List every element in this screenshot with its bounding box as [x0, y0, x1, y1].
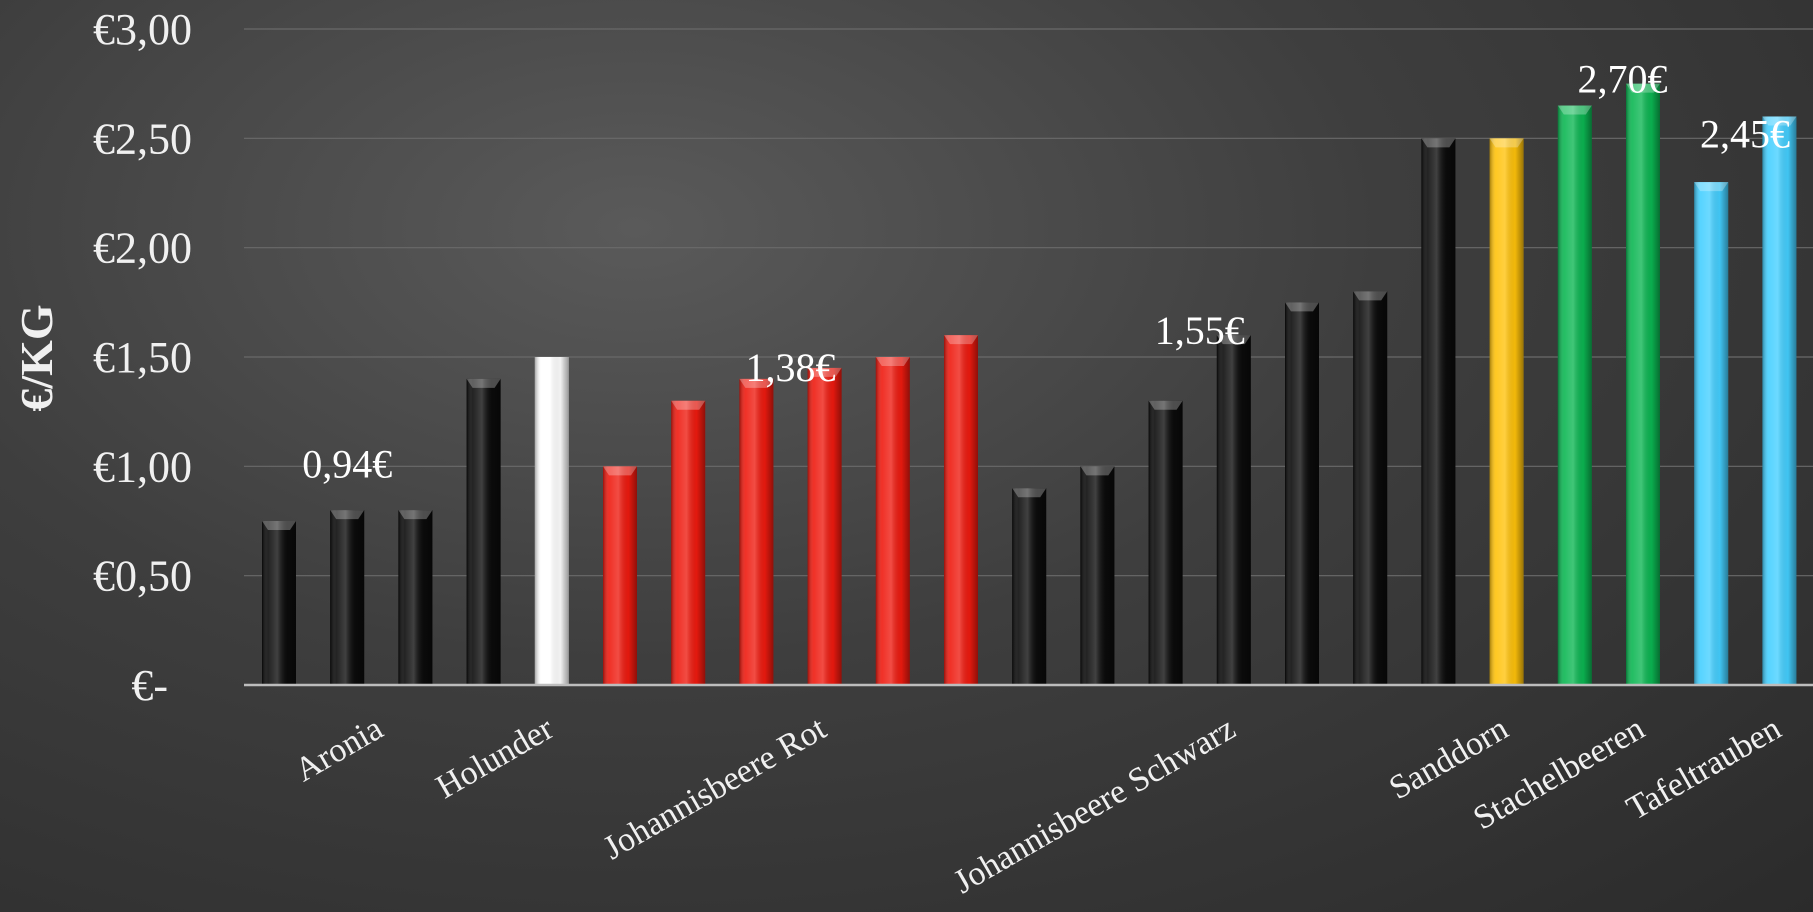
bar	[1353, 291, 1388, 685]
value-annotation: 2,45€	[1700, 111, 1790, 156]
bar-shine	[1148, 400, 1183, 685]
bar-cap	[739, 378, 774, 388]
bar-cap	[1762, 116, 1797, 126]
value-annotation: 2,70€	[1578, 57, 1668, 102]
bar-cap	[1694, 182, 1729, 192]
bar-cap	[262, 521, 296, 530]
x-category-label: Johannisbeere Rot	[597, 710, 833, 867]
bar-shine	[875, 357, 910, 685]
bar-cap	[1148, 400, 1183, 410]
bar-cap	[1285, 302, 1319, 312]
bar-cap	[807, 367, 842, 377]
bar	[1762, 116, 1797, 685]
value-annotation: 1,55€	[1155, 308, 1245, 353]
bar-shine	[1012, 488, 1047, 685]
gridlines	[244, 28, 1813, 577]
bars	[262, 83, 1797, 686]
y-tick-label: €-	[131, 661, 168, 710]
bar	[1626, 83, 1660, 685]
bar	[534, 357, 569, 685]
bar-shine	[262, 521, 296, 685]
bar-cap	[330, 510, 365, 520]
bar-cap	[1557, 105, 1592, 115]
bar-cap	[466, 378, 501, 388]
y-tick-label: €0,50	[93, 552, 192, 601]
y-tick-label: €3,00	[93, 5, 192, 54]
bar-cap	[1626, 83, 1660, 93]
bar	[1557, 105, 1592, 686]
bar	[466, 378, 501, 685]
bar-shine	[1762, 116, 1797, 685]
bar-shine	[1626, 83, 1660, 685]
bar	[671, 400, 706, 685]
bar-shine	[330, 510, 365, 685]
y-tick-label: €1,00	[93, 442, 192, 491]
y-tick-label: €2,50	[93, 114, 192, 163]
y-axis-ticks: €- €0,50 €1,00 €1,50 €2,00 €2,50 €3,00	[93, 5, 192, 710]
bar-shine	[1080, 466, 1115, 685]
bar-shine	[466, 378, 501, 685]
annotations: 0,94€ 1,38€ 1,55€ 2,70€ 2,45€	[302, 57, 1790, 487]
bar	[330, 510, 365, 685]
x-category-label: Tafeltrauben	[1620, 710, 1787, 828]
bar-cap	[1421, 138, 1456, 148]
bar-cap	[1353, 291, 1388, 301]
bar	[875, 357, 910, 685]
bar	[1694, 182, 1729, 686]
value-annotation: 1,38€	[746, 345, 836, 390]
bar-shine	[1557, 105, 1592, 686]
bar-cap	[1216, 335, 1251, 345]
bar-shine	[1421, 138, 1456, 686]
bar-shine	[1353, 291, 1388, 685]
bar-cap	[1080, 466, 1115, 476]
y-tick-label: €2,00	[93, 224, 192, 273]
x-category-label: Holunder	[430, 710, 560, 807]
bar	[262, 521, 296, 685]
bar-shine	[739, 378, 774, 685]
bar-shine	[603, 466, 637, 685]
bar	[1080, 466, 1115, 685]
y-tick-label: €1,50	[93, 333, 192, 382]
bar-shine	[1694, 182, 1729, 686]
bar-shine	[671, 400, 706, 685]
bar-shine	[1285, 302, 1319, 685]
bar-cap	[398, 510, 433, 520]
bar	[398, 510, 433, 685]
y-axis-label: €/KG	[11, 304, 62, 411]
bar-cap	[1489, 138, 1524, 148]
bar-cap	[603, 466, 637, 476]
bar	[807, 367, 842, 685]
bar-cap	[1012, 488, 1047, 498]
bar	[739, 378, 774, 685]
bar-shine	[398, 510, 433, 685]
bar	[1012, 488, 1047, 685]
bar-shine	[944, 335, 978, 685]
bar	[1148, 400, 1183, 685]
x-category-label: Johannisbeere Schwarz	[948, 710, 1242, 901]
bar	[1285, 302, 1319, 685]
bar	[1216, 335, 1251, 685]
bar-cap	[671, 400, 706, 410]
x-axis-category-labels: Aronia Holunder Johannisbeere Rot Johannisb…	[289, 710, 1787, 901]
bar	[1421, 138, 1456, 686]
bar-shine	[1216, 335, 1251, 685]
x-category-label: Aronia	[289, 710, 389, 789]
value-annotation: 0,94€	[302, 441, 392, 486]
bar-shine	[534, 357, 569, 685]
bar	[603, 466, 637, 685]
bar	[1489, 138, 1524, 686]
bar-shine	[807, 367, 842, 685]
bar-cap	[944, 335, 978, 345]
bar-shine	[1489, 138, 1524, 686]
bar-cap	[875, 357, 910, 366]
bar	[944, 335, 978, 685]
